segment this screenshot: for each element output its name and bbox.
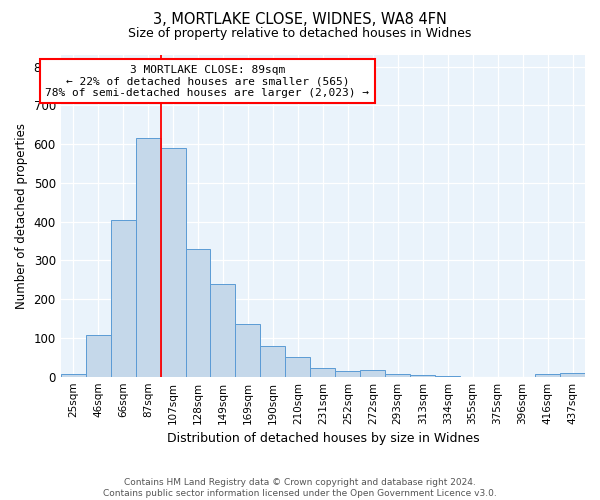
Y-axis label: Number of detached properties: Number of detached properties — [15, 123, 28, 309]
Bar — [410, 375, 435, 376]
Bar — [161, 148, 185, 376]
Bar — [235, 324, 260, 376]
Bar — [310, 368, 335, 376]
Text: 3 MORTLAKE CLOSE: 89sqm
← 22% of detached houses are smaller (565)
78% of semi-d: 3 MORTLAKE CLOSE: 89sqm ← 22% of detache… — [46, 64, 370, 98]
Bar — [136, 138, 161, 376]
Bar — [211, 284, 235, 376]
Text: Contains HM Land Registry data © Crown copyright and database right 2024.
Contai: Contains HM Land Registry data © Crown c… — [103, 478, 497, 498]
Bar — [335, 371, 360, 376]
Bar — [535, 374, 560, 376]
X-axis label: Distribution of detached houses by size in Widnes: Distribution of detached houses by size … — [167, 432, 479, 445]
Bar — [61, 374, 86, 376]
Bar — [286, 356, 310, 376]
Text: Size of property relative to detached houses in Widnes: Size of property relative to detached ho… — [128, 28, 472, 40]
Bar — [185, 249, 211, 376]
Bar — [260, 346, 286, 376]
Bar — [360, 370, 385, 376]
Text: 3, MORTLAKE CLOSE, WIDNES, WA8 4FN: 3, MORTLAKE CLOSE, WIDNES, WA8 4FN — [153, 12, 447, 28]
Bar — [86, 335, 110, 376]
Bar — [385, 374, 410, 376]
Bar — [560, 373, 585, 376]
Bar — [110, 220, 136, 376]
